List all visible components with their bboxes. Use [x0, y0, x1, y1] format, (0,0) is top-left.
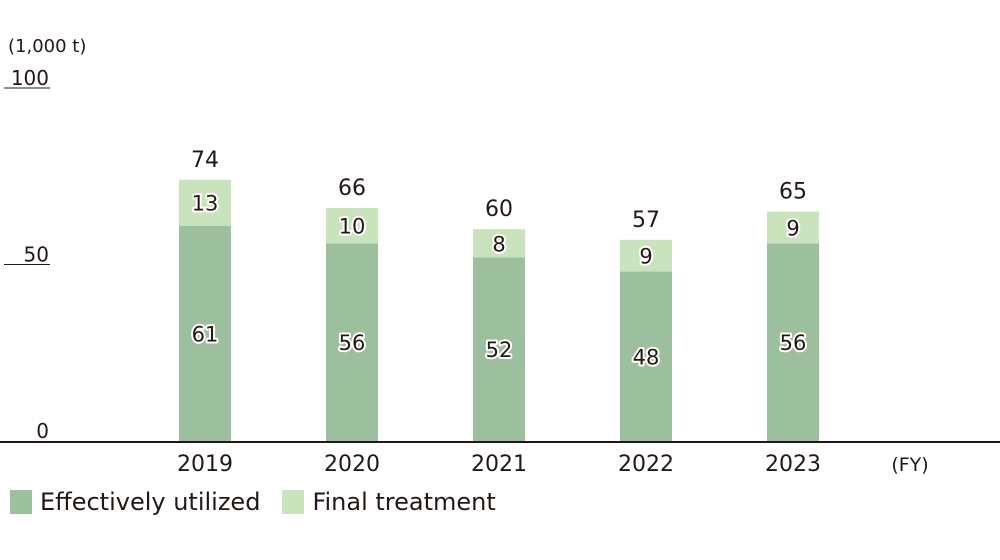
y-axis: 0 50 100 [4, 66, 50, 443]
bar-segment-effectively-utilized [620, 271, 672, 441]
bar-segment-value-label: 9 [786, 216, 799, 240]
x-tick-label: 2021 [471, 452, 527, 477]
bar-segment-value-label: 9 [639, 245, 652, 269]
bar-segment-final-treatment [326, 208, 378, 244]
bar-segment-final-treatment [473, 229, 525, 258]
legend-item-effectively-utilized: Effectively utilized [10, 488, 260, 516]
bar-total-label: 57 [632, 208, 660, 233]
x-unit-label: (FY) [891, 454, 928, 476]
bar-segment-value-label: 13 [192, 192, 219, 216]
x-tick-label: 2019 [177, 452, 233, 477]
x-tick-label: 2020 [324, 452, 380, 477]
y-unit-label: (1,000 t) [8, 36, 86, 57]
bar-segment-value-label: 10 [339, 215, 366, 239]
bar-segment-value-label: 48 [633, 345, 660, 369]
bar-segment-value-label: 56 [339, 331, 366, 355]
x-tick-label: 2022 [618, 452, 674, 477]
y-tick-label: 50 [24, 243, 49, 267]
bar-segment-value-label: 52 [486, 338, 513, 362]
legend: Effectively utilized Final treatment [10, 488, 518, 516]
bars: 61 13 74 56 10 66 52 8 60 48 9 57 56 9 65 [179, 148, 819, 441]
bar-segment-effectively-utilized [179, 225, 231, 441]
bar-segment-final-treatment [620, 239, 672, 272]
bar-total-label: 65 [779, 180, 807, 205]
y-tick-label: 0 [36, 419, 49, 443]
x-axis: 2019 2020 2021 2022 2023 [0, 441, 1000, 477]
bar-segment-value-label: 61 [192, 322, 219, 346]
bar-segment-final-treatment [179, 179, 231, 226]
y-tick-label: 100 [11, 66, 49, 90]
legend-label-effectively-utilized: Effectively utilized [40, 488, 261, 516]
legend-swatch-final-treatment [282, 490, 305, 514]
bar-segment-final-treatment [767, 211, 819, 244]
bar-segment-value-label: 8 [492, 232, 505, 256]
bar-segment-effectively-utilized [473, 257, 525, 441]
bar-total-label: 74 [191, 148, 219, 173]
bar-segment-value-label: 56 [780, 331, 807, 355]
bar-segment-effectively-utilized [767, 243, 819, 441]
legend-label-final-treatment: Final treatment [312, 488, 496, 516]
x-tick-label: 2023 [765, 452, 821, 477]
legend-swatch-effectively-utilized [10, 490, 32, 514]
bar-segment-effectively-utilized [326, 243, 378, 441]
bar-total-label: 60 [485, 197, 513, 222]
legend-item-final-treatment: Final treatment [282, 488, 496, 516]
bar-total-label: 66 [338, 176, 366, 201]
